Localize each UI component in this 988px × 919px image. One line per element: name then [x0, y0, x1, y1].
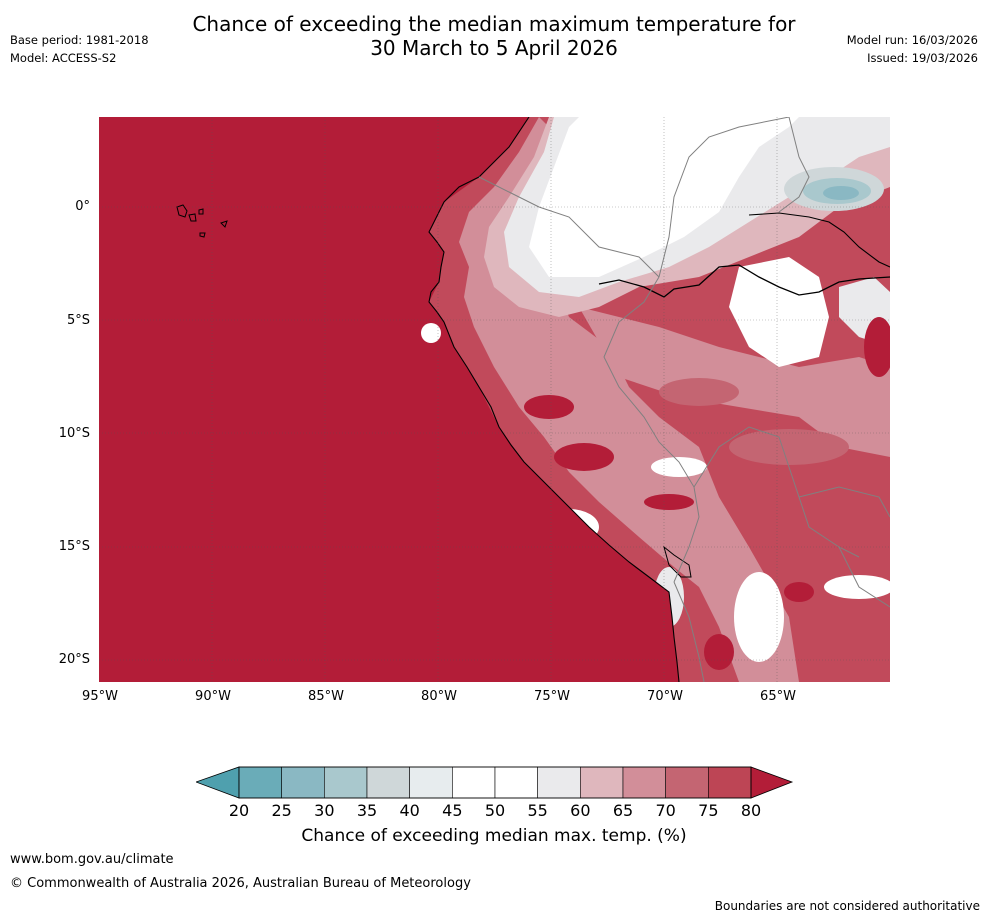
colorbar-cell — [708, 766, 752, 799]
colorbar-tick-label: 20 — [228, 801, 250, 820]
lon-label-65w: 65°W — [760, 689, 796, 704]
lon-label-80w: 80°W — [421, 689, 457, 704]
colorbar-tick-label: 75 — [698, 801, 719, 820]
colorbar-cells — [238, 766, 752, 799]
lon-label-70w: 70°W — [647, 689, 683, 704]
colorbar-tick-label: 35 — [356, 801, 378, 820]
colorbar-cell — [452, 766, 496, 799]
title-line-2: 30 March to 5 April 2026 — [370, 36, 618, 60]
title-line-1: Chance of exceeding the median maximum t… — [192, 12, 796, 36]
issued-date: Issued: 19/03/2026 — [867, 51, 978, 65]
colorbar-tick-label: 55 — [527, 801, 548, 820]
lat-label-10s: 10°S — [58, 426, 90, 441]
colorbar-cell — [622, 766, 666, 799]
colorbar-cell — [537, 766, 581, 799]
map-title: Chance of exceeding the median maximum t… — [0, 12, 988, 60]
lon-label-95w: 95°W — [82, 689, 118, 704]
colorbar-tick-label: 65 — [612, 801, 634, 820]
colorbar-tick-label: 70 — [655, 801, 676, 820]
lon-label-85w: 85°W — [308, 689, 344, 704]
colorbar-tick-label: 30 — [314, 801, 335, 820]
lat-label-20s: 20°S — [58, 652, 90, 667]
colorbar-cell — [238, 766, 282, 799]
rio-negro — [748, 212, 890, 268]
lat-label-0: 0° — [75, 199, 90, 214]
colorbar-cell — [665, 766, 709, 799]
colorbar-cell — [409, 766, 453, 799]
colorbar-tick-label: 40 — [399, 801, 420, 820]
colorbar-over-arrow — [750, 766, 794, 799]
graticule — [99, 117, 890, 682]
footer-copyright: © Commonwealth of Australia 2026, Austra… — [10, 876, 471, 891]
lat-label-5s: 5°S — [66, 313, 90, 328]
colorbar-cell — [580, 766, 624, 799]
colorbar-tick-label: 60 — [570, 801, 591, 820]
meta-left: Base period: 1981-2018 Model: ACCESS-S2 — [10, 31, 149, 67]
colorbar-tick-label: 80 — [740, 801, 762, 820]
model-run: Model run: 16/03/2026 — [846, 33, 978, 47]
forecast-map — [99, 117, 890, 682]
colorbar-frame — [238, 766, 752, 799]
base-period: Base period: 1981-2018 — [10, 33, 149, 47]
colorbar-under-arrow — [196, 766, 240, 799]
lake-titicaca — [663, 545, 692, 578]
colorbar-cell — [281, 766, 325, 799]
lon-label-90w: 90°W — [195, 689, 231, 704]
colorbar-tick-label: 25 — [271, 801, 292, 820]
coastline — [428, 117, 680, 682]
coastal-white-spot — [421, 323, 441, 343]
colorbar-tick-label: 50 — [484, 801, 506, 820]
model-name: Model: ACCESS-S2 — [10, 51, 117, 65]
colorbar-label: Chance of exceeding median max. temp. (%… — [301, 826, 687, 846]
footer-url[interactable]: www.bom.gov.au/climate — [10, 852, 174, 867]
colorbar-tick-label: 45 — [442, 801, 463, 820]
country-borders — [478, 117, 890, 682]
lon-label-75w: 75°W — [534, 689, 570, 704]
galapagos-islands — [176, 204, 228, 238]
colorbar-cell — [366, 766, 410, 799]
colorbar — [196, 766, 794, 799]
footer-disclaimer: Boundaries are not considered authoritat… — [714, 899, 980, 913]
lat-label-15s: 15°S — [58, 539, 90, 554]
meta-right: Model run: 16/03/2026 Issued: 19/03/2026 — [847, 31, 978, 67]
colorbar-cell — [494, 766, 538, 799]
colorbar-cell — [324, 766, 368, 799]
